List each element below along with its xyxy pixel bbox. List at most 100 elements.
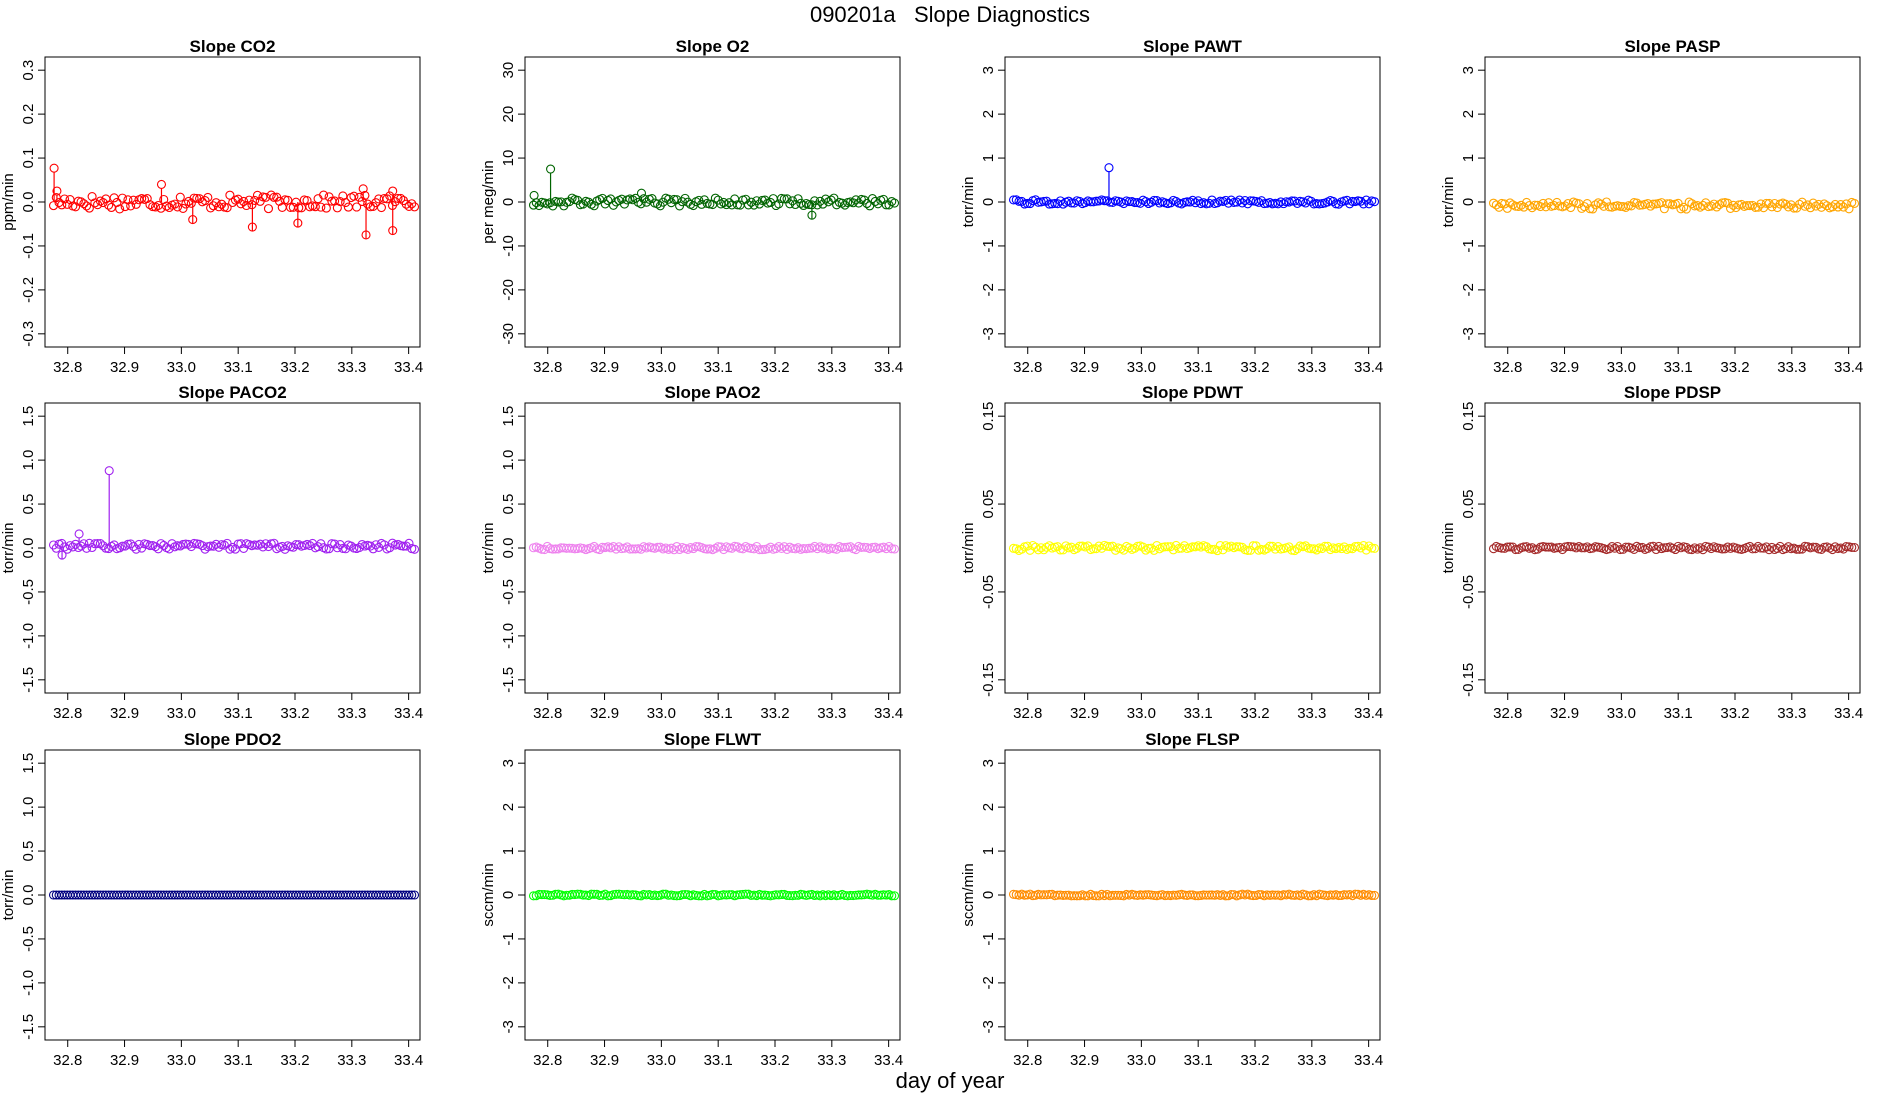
data-point [1557,545,1567,555]
data-point [1781,199,1791,209]
y-tick-label: -0.5 [20,926,37,952]
y-axis-label: torr/min [960,177,977,228]
y-tick-label: 0.5 [500,494,517,515]
y-tick-label: 0.0 [500,538,517,559]
data-point [589,201,599,211]
data-point [123,195,133,205]
y-tick-label: 0 [500,891,517,899]
x-tick-label: 33.4 [394,359,423,376]
data-point [1659,204,1669,214]
data-point [1215,196,1225,206]
data-point [115,204,125,214]
data-point [1104,163,1114,173]
y-tick-label: 0.15 [1460,402,1477,431]
data-point [1629,544,1639,554]
data-point [387,538,398,548]
data-point [1725,203,1736,213]
data-point [172,541,183,551]
data-point [622,542,632,552]
x-tick-label: 33.4 [394,1052,423,1069]
panel-slope-flsp: Slope FLSP 32.8 32.9 33.0 33.1 33.2 33.3 33.4 -3… [960,730,1383,1069]
data-point [250,540,260,550]
data-point [1579,202,1590,212]
data-point [741,194,751,204]
y-tick-label: 0.0 [20,192,37,213]
x-tick-label: 32.8 [533,359,562,376]
y-axis-label: sccm/min [480,863,497,926]
data-point [1844,204,1854,214]
data-point [1022,198,1032,208]
data-point [889,891,900,901]
y-axis-label: torr/min [0,870,17,921]
data-point [291,197,301,207]
data-point [409,544,420,554]
y-tick-label: 0.0 [20,538,37,559]
y-tick-label: 0 [500,198,517,206]
data-point [1248,541,1258,551]
data-point [1624,201,1634,211]
x-tick-label: 32.9 [590,359,619,376]
data-point [867,193,878,204]
y-tick-label: 0.3 [20,60,37,81]
panel-title: Slope PAO2 [664,383,760,402]
data-point [57,550,67,560]
panel-slope-paco2: Slope PACO2 32.8 32.9 33.0 33.1 33.2 33.3 33.4 -… [0,383,423,722]
panel-slope-co2: Slope CO2 32.8 32.9 33.0 33.1 33.2 33.3 33.4 -0.… [0,37,423,376]
data-point [208,201,218,211]
data-point [774,199,784,209]
y-tick-label: 0.2 [20,104,37,125]
data-point [1533,544,1543,554]
panel-title: Slope O2 [676,37,750,56]
x-tick-label: 33.3 [1297,1052,1326,1069]
data-point [396,193,406,203]
data-point [357,196,367,207]
data-point [1753,202,1763,212]
data-point [1761,542,1771,552]
data-point [1838,202,1849,212]
y-tick-label: 20 [500,106,517,123]
data-point [203,192,213,202]
data-point [335,197,345,207]
data-point [691,542,701,552]
data-point [101,543,111,553]
data-point [222,203,232,213]
x-tick-label: 32.9 [1070,1052,1099,1069]
data-point [310,202,320,212]
y-tick-label: -2 [980,976,997,989]
x-tick-label: 33.1 [224,1052,253,1069]
data-point [385,191,395,201]
data-point [313,542,323,552]
y-tick-label: 1 [980,847,997,855]
x-tick-label: 33.1 [224,705,253,722]
data-point [1635,200,1645,210]
data-point [1345,199,1355,209]
y-tick-label: 30 [500,62,517,79]
x-tick-label: 32.8 [1013,1052,1042,1069]
y-tick-label: -0.05 [980,575,997,609]
data-point [1036,543,1046,553]
panel-title: Slope PDWT [1142,383,1244,402]
data-point [1221,195,1231,205]
panel-slope-pdwt: Slope PDWT 32.8 32.9 33.0 33.1 33.2 33.3 33.4 -0… [960,383,1383,722]
data-point [401,541,411,551]
data-point [807,210,817,220]
data-point [785,199,795,209]
y-tick-label: -2 [500,976,517,989]
data-point [84,203,94,213]
data-point [1356,543,1366,553]
data-point [1830,199,1840,209]
data-point [407,199,417,209]
data-point [1723,198,1733,208]
data-point [1535,202,1545,212]
data-point [752,541,762,552]
x-tick-label: 32.8 [53,359,82,376]
data-point [528,200,539,210]
data-point [1188,195,1198,205]
data-point [732,200,742,210]
data-point [746,197,756,207]
y-tick-label: -1.5 [20,667,37,693]
data-point [341,198,351,208]
data-point [636,544,646,554]
data-point [743,200,754,210]
data-point [79,539,89,549]
